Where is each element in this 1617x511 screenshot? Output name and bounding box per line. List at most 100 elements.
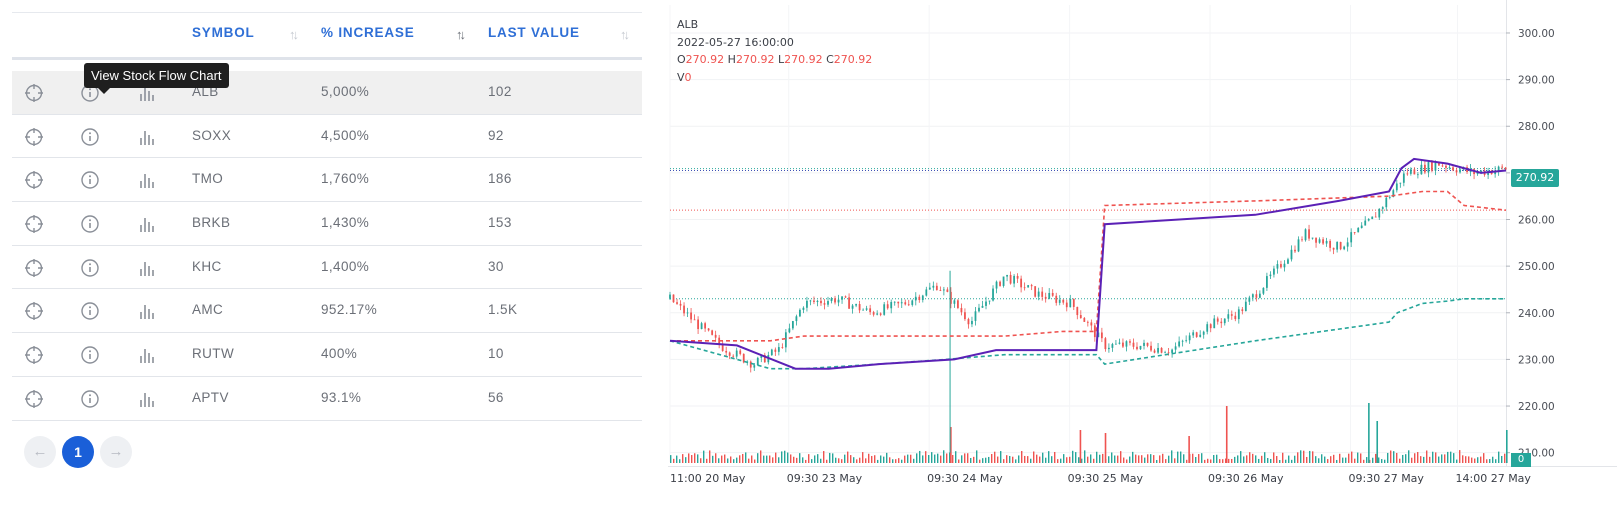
volume-bar <box>1426 450 1428 463</box>
volume-bar <box>676 455 678 463</box>
prev-page-button[interactable]: ← <box>24 436 56 468</box>
table-row[interactable]: KHC 1,400% 30 <box>12 246 642 290</box>
crosshair-icon[interactable] <box>24 258 44 278</box>
volume-bar <box>1231 458 1233 463</box>
volume-bar <box>1087 456 1089 463</box>
candle-body <box>1213 318 1216 329</box>
candle-body <box>879 313 882 315</box>
chart-canvas[interactable]: 300.00290.00280.00270.00260.00250.00240.… <box>668 0 1617 511</box>
candle-body <box>1002 276 1005 286</box>
page-1-button[interactable]: 1 <box>62 436 94 468</box>
candle-body <box>732 355 735 357</box>
column-header-last-value[interactable]: LAST VALUE <box>488 25 580 40</box>
volume-bar <box>1063 454 1065 463</box>
column-header-increase[interactable]: % INCREASE <box>321 25 415 40</box>
bar-chart-icon[interactable] <box>137 389 157 409</box>
candle-body <box>1086 321 1089 323</box>
bar-chart-icon[interactable] <box>137 83 157 103</box>
volume-bar <box>1414 453 1416 463</box>
stock-table: SYMBOL ↑↓ % INCREASE ↑↓ LAST VALUE ↑↓ AL… <box>12 12 642 492</box>
volume-bar <box>1486 459 1488 463</box>
candle-body <box>1438 162 1440 166</box>
table-row[interactable]: AMC 952.17% 1.5K <box>12 289 642 334</box>
volume-bar <box>712 455 714 463</box>
bar-chart-icon[interactable] <box>137 170 157 190</box>
crosshair-icon[interactable] <box>24 214 44 234</box>
volume-bar <box>784 450 786 463</box>
table-row[interactable]: SOXX 4,500% 92 <box>12 115 642 159</box>
y-tick-label: 290.00 <box>1518 75 1555 87</box>
symbol-cell: BRKB <box>192 215 231 231</box>
volume-bar <box>880 455 882 463</box>
x-tick-label: 09:30 25 May <box>1068 472 1144 485</box>
candle-body <box>1280 264 1282 268</box>
volume-bar <box>760 450 762 463</box>
candle-body <box>1083 318 1086 322</box>
volume-bar <box>1117 455 1119 463</box>
table-row[interactable]: APTV 93.1% 56 <box>12 377 642 421</box>
candle-body <box>827 301 829 305</box>
x-tick-label: 11:00 20 May <box>670 472 746 485</box>
info-icon[interactable] <box>80 301 100 321</box>
volume-bar <box>1198 454 1200 463</box>
sort-symbol-icon[interactable]: ↑↓ <box>289 27 299 42</box>
candle-body <box>935 285 938 291</box>
bar-chart-icon[interactable] <box>137 214 157 234</box>
table-row[interactable]: BRKB 1,430% 153 <box>12 202 642 246</box>
table-row[interactable]: TMO 1,760% 186 <box>12 158 642 203</box>
y-tick-label: 300.00 <box>1518 28 1555 40</box>
volume-bar <box>1264 452 1266 463</box>
volume-bar <box>1039 456 1041 463</box>
candle-body <box>1287 259 1289 264</box>
bar-chart-icon[interactable] <box>137 258 157 278</box>
volume-bar <box>1321 454 1323 463</box>
candle-body <box>1199 334 1202 337</box>
table-row[interactable]: RUTW 400% 10 <box>12 333 642 377</box>
volume-bar <box>1180 451 1182 463</box>
info-icon[interactable] <box>80 389 100 409</box>
candle-body <box>995 281 998 289</box>
bar-chart-icon[interactable] <box>137 345 157 365</box>
candle-body <box>1076 306 1079 316</box>
volume-bar <box>1270 458 1272 463</box>
bar-chart-icon[interactable] <box>137 301 157 321</box>
candle-body <box>841 296 843 300</box>
volume-bar <box>928 455 930 463</box>
candle-body <box>1374 216 1377 218</box>
volume-bar <box>1438 456 1440 463</box>
stock-chart[interactable]: 300.00290.00280.00270.00260.00250.00240.… <box>668 0 1617 511</box>
bar-chart-icon[interactable] <box>137 127 157 147</box>
candle-body <box>1227 314 1230 319</box>
sort-last-value-icon[interactable]: ↑↓ <box>620 27 630 42</box>
volume-bar <box>1357 452 1359 463</box>
next-page-button[interactable]: → <box>100 436 132 468</box>
volume-bar <box>1171 450 1173 463</box>
volume-bar <box>1045 457 1047 463</box>
candle-body <box>904 302 907 305</box>
candle-body <box>813 300 815 302</box>
volume-bar <box>1423 456 1425 463</box>
candle-body <box>697 319 699 330</box>
volume-bar <box>1483 453 1485 463</box>
info-icon[interactable] <box>80 214 100 234</box>
crosshair-icon[interactable] <box>24 170 44 190</box>
crosshair-icon[interactable] <box>24 389 44 409</box>
volume-bar <box>949 452 951 463</box>
candle-body <box>1143 342 1145 346</box>
crosshair-icon[interactable] <box>24 127 44 147</box>
crosshair-icon[interactable] <box>24 345 44 365</box>
last-value-cell: 153 <box>488 215 512 231</box>
crosshair-icon[interactable] <box>24 301 44 321</box>
increase-cell: 952.17% <box>321 302 378 318</box>
info-icon[interactable] <box>80 345 100 365</box>
candle-body <box>1416 174 1419 176</box>
candle-body <box>1164 352 1166 354</box>
candle-body <box>1504 167 1507 170</box>
crosshair-icon[interactable] <box>24 83 44 103</box>
column-header-symbol[interactable]: SYMBOL <box>192 25 255 40</box>
info-icon[interactable] <box>80 258 100 278</box>
candle-body <box>1048 292 1051 299</box>
info-icon[interactable] <box>80 127 100 147</box>
sort-increase-icon[interactable]: ↑↓ <box>456 27 466 42</box>
info-icon[interactable] <box>80 170 100 190</box>
